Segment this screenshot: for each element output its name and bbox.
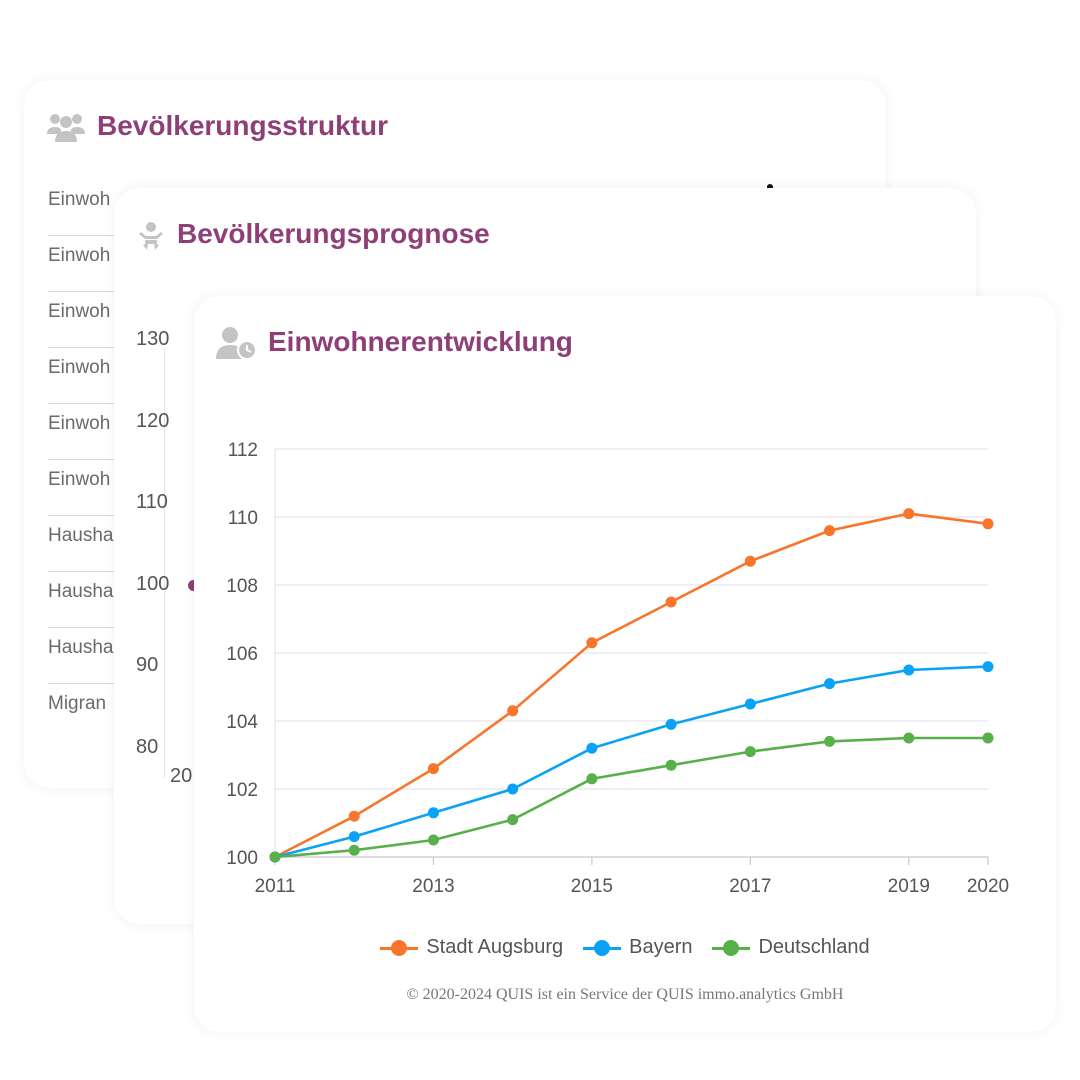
struktur-row: Einwoh (48, 460, 144, 516)
prognose-y-tick: 130 (136, 328, 170, 350)
data-point-deutschland[interactable] (348, 844, 360, 856)
prognose-x-tick: 20 (170, 765, 193, 787)
data-point-stadt-augsburg[interactable] (586, 637, 598, 649)
einwohnerentwicklung-chart: 100 102 104 106 108 110 112 2011 2013 2015 2017 201… (226, 440, 1009, 897)
prognose-data-point[interactable] (188, 580, 199, 591)
chart-legend: Stadt Augsburg Bayern Deutschland (194, 936, 1056, 959)
y-tick-label: 104 (226, 712, 258, 733)
users-icon (46, 112, 86, 149)
data-point-stadt-augsburg[interactable] (982, 518, 994, 530)
y-tick-label: 108 (226, 576, 258, 597)
data-point-deutschland[interactable] (903, 732, 915, 744)
legend-item-stadt-augsburg[interactable]: Stadt Augsburg (380, 936, 563, 959)
struktur-row: Hausha (48, 572, 144, 628)
prognose-axis (164, 348, 165, 778)
data-point-bayern[interactable] (903, 664, 915, 676)
einwohnerentwicklung-card: Einwohnerentwicklung 100 102 104 106 108 110 1… (194, 296, 1056, 1032)
data-point-deutschland[interactable] (507, 814, 519, 826)
struktur-row: Migran (48, 693, 107, 714)
data-point-bayern[interactable] (824, 678, 836, 690)
struktur-row: Einwoh (48, 404, 144, 460)
struktur-row: Einwoh (48, 348, 144, 404)
struktur-row: Hausha (48, 516, 144, 572)
data-point-stadt-augsburg[interactable] (348, 810, 360, 822)
data-point-deutschland[interactable] (824, 735, 836, 747)
struktur-row: Einwoh (48, 236, 144, 292)
data-point-deutschland[interactable] (586, 773, 598, 785)
data-point-stadt-augsburg[interactable] (507, 705, 519, 717)
y-tick-label: 110 (228, 508, 258, 529)
legend-label: Bayern (629, 936, 693, 958)
data-point-bayern[interactable] (348, 831, 360, 843)
x-tick-label: 2011 (255, 876, 296, 897)
series-line-bayern (274, 665, 989, 859)
data-point-stadt-augsburg[interactable] (824, 525, 836, 537)
y-tick-label: 106 (226, 644, 258, 665)
y-tick-label: 112 (228, 440, 258, 461)
legend-item-bayern[interactable]: Bayern (583, 936, 692, 959)
data-point-bayern[interactable] (427, 807, 439, 819)
prognose-y-tick: 110 (136, 491, 168, 513)
y-tick-label: 100 (226, 848, 258, 869)
prognose-y-tick: 120 (136, 410, 170, 432)
legend-label: Stadt Augsburg (426, 936, 564, 958)
data-point-bayern[interactable] (507, 783, 519, 795)
credits-text: © 2020-2024 QUIS ist ein Service der QUI… (406, 986, 844, 1003)
prognose-y-tick: 100 (136, 573, 170, 595)
data-point-bayern[interactable] (665, 718, 677, 730)
struktur-row: Einwoh (48, 292, 144, 348)
legend-item-deutschland[interactable]: Deutschland (712, 936, 870, 959)
decorative-mark (767, 184, 773, 190)
x-tick-label: 2017 (729, 876, 771, 897)
struktur-title: Bevölkerungsstruktur (97, 110, 388, 141)
legend-label: Deutschland (758, 936, 870, 958)
data-point-deutschland[interactable] (982, 732, 994, 744)
struktur-row: Hausha (48, 628, 144, 684)
entwicklung-title: Einwohnerentwicklung (268, 326, 573, 357)
x-tick-label: 2020 (967, 876, 1009, 897)
y-tick-label: 102 (226, 780, 258, 801)
series-line-deutschland (274, 736, 988, 859)
legend-marker-icon (712, 938, 751, 958)
prognose-y-tick: 90 (136, 654, 159, 676)
x-tick-label: 2015 (571, 876, 613, 897)
user-clock-icon (216, 326, 258, 365)
data-point-deutschland[interactable] (665, 759, 677, 771)
data-point-stadt-augsburg[interactable] (903, 508, 915, 520)
prognose-y-tick: 80 (136, 736, 159, 758)
data-point-deutschland[interactable] (269, 851, 281, 863)
data-point-stadt-augsburg[interactable] (665, 596, 677, 608)
data-point-stadt-augsburg[interactable] (427, 763, 439, 775)
data-point-stadt-augsburg[interactable] (744, 555, 756, 567)
data-point-bayern[interactable] (744, 698, 756, 710)
data-point-bayern[interactable] (982, 661, 994, 673)
data-point-bayern[interactable] (586, 742, 598, 754)
data-point-deutschland[interactable] (744, 746, 756, 758)
struktur-row: Einwoh (48, 180, 144, 236)
data-point-deutschland[interactable] (427, 834, 439, 846)
legend-marker-icon (380, 938, 419, 958)
baby-icon (138, 221, 164, 256)
series-line-stadt-augsburg (274, 512, 989, 859)
x-tick-label: 2013 (412, 876, 454, 897)
prognose-title: Bevölkerungsprognose (177, 218, 490, 249)
legend-marker-icon (583, 938, 622, 958)
x-tick-label: 2019 (888, 876, 930, 897)
